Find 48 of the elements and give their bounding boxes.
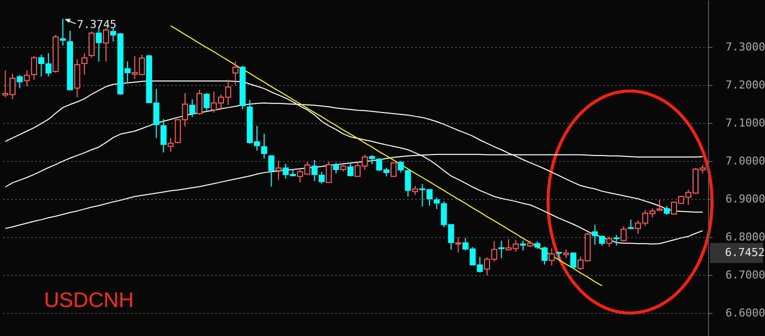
candlestick (204, 92, 210, 112)
candlestick (189, 98, 196, 118)
candlestick (412, 185, 418, 196)
candlestick (520, 240, 526, 251)
text: USDCNH (44, 289, 134, 312)
candlestick (498, 240, 504, 259)
candlestick (347, 162, 354, 177)
y-tick-label: 7.3000 (726, 40, 765, 54)
candlestick (368, 154, 375, 165)
y-tick-label: 7.2000 (726, 78, 765, 92)
candlestick (599, 235, 606, 246)
candlestick (102, 28, 109, 62)
candlestick (326, 161, 332, 183)
candlestick (620, 226, 627, 242)
candlestick (656, 199, 663, 212)
y-tick-label: 6.7000 (726, 268, 765, 282)
y-tick-label: 7.1000 (726, 116, 765, 130)
y-tick-label: 6.8000 (726, 230, 765, 244)
candlestick (160, 118, 166, 153)
annotation: 7.3745 (76, 18, 117, 31)
candlestick (168, 137, 174, 152)
candlestick (60, 18, 66, 46)
candlestick (88, 31, 95, 58)
candlestick (232, 61, 238, 86)
candlestick (333, 162, 340, 174)
candlestick (24, 70, 30, 87)
candlestick (542, 246, 548, 266)
y-tick-label: 6.9000 (726, 192, 765, 206)
candlestick (268, 155, 274, 188)
candlestick (570, 252, 576, 268)
candlestick (81, 52, 88, 75)
candlestick (261, 133, 268, 159)
candlestick (16, 74, 23, 89)
y-tick-label: 7.0000 (726, 154, 765, 168)
candlestick (548, 248, 555, 266)
candlestick (455, 236, 462, 253)
candlestick (196, 89, 202, 116)
candlestick (613, 234, 620, 246)
candlestick (276, 160, 282, 180)
line-series (170, 25, 603, 286)
candlestick (74, 58, 80, 98)
y-tick-label: 6.6000 (726, 306, 765, 320)
candlestick (390, 162, 397, 177)
line-series (4, 80, 704, 245)
candlestick (592, 224, 598, 246)
text: 6.7452 (725, 246, 765, 259)
candlestick (606, 236, 612, 248)
candlestick (31, 55, 38, 80)
